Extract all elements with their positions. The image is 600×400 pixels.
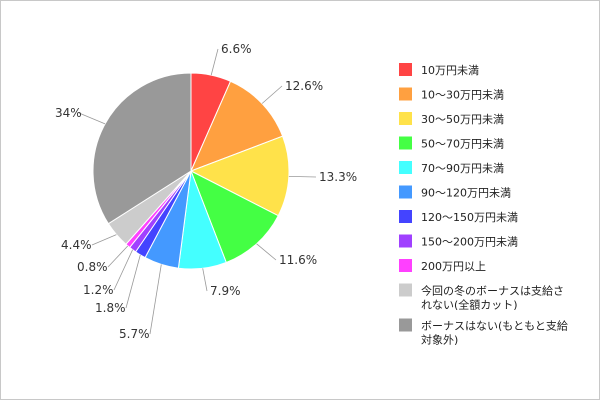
leader-line <box>261 85 283 104</box>
legend-swatch <box>399 136 412 150</box>
legend-label: 10〜30万円未満 <box>421 89 504 102</box>
legend-label: 90〜120万円未満 <box>421 187 511 200</box>
legend-label: れない(全額カット) <box>421 298 518 312</box>
legend-swatch <box>399 112 412 125</box>
leader-line <box>202 268 208 292</box>
legend-label: 50〜70万円未満 <box>421 138 504 151</box>
leader-line <box>78 112 106 125</box>
leader-line <box>113 249 133 291</box>
legend-label: 70〜90万円未満 <box>421 162 504 175</box>
slice-label: 6.6% <box>221 42 252 56</box>
legend-label: 200万円以上 <box>421 260 486 273</box>
pie-slice <box>190 80 284 172</box>
slice-labels: 6.6% 12.6% 13.3% 11.6% 7.9% 5.7% 1.8% 1.2% 0.8% 4… <box>55 42 357 341</box>
slice-label: 11.6% <box>279 253 317 267</box>
slice-label: 1.2% <box>83 283 114 297</box>
leader-line <box>107 245 129 268</box>
legend-swatch <box>399 210 412 223</box>
slice-label: 13.3% <box>319 170 357 184</box>
pie-slices <box>92 72 290 270</box>
slice-label: 7.9% <box>210 284 241 298</box>
leader-line <box>288 176 317 178</box>
legend-swatch <box>399 185 412 199</box>
legend-label: 120〜150万円未満 <box>421 211 518 224</box>
leader-line <box>125 254 141 309</box>
slice-label: 4.4% <box>61 238 92 252</box>
legend-swatch <box>399 234 412 248</box>
legend-swatch <box>399 161 412 174</box>
legend-label: 30〜50万円未満 <box>421 113 504 126</box>
legend-swatch <box>399 283 412 297</box>
legend-swatch <box>399 63 412 76</box>
leader-lines <box>78 48 317 335</box>
slice-label: 12.6% <box>285 79 323 93</box>
leader-line <box>149 264 162 335</box>
legend: 10万円未満 10〜30万円未満 30〜50万円未満 50〜70万円未満 70〜90万円… <box>399 63 568 347</box>
slice-label: 34% <box>55 106 82 120</box>
legend-label: ボーナスはない(もともと支給 <box>421 319 568 333</box>
slice-label: 5.7% <box>119 327 150 341</box>
leader-line <box>210 48 219 76</box>
leader-line <box>91 234 117 246</box>
legend-swatch <box>399 318 412 332</box>
legend-swatch <box>399 87 412 101</box>
slice-label: 1.8% <box>95 301 126 315</box>
legend-label: 150〜200万円未満 <box>421 236 518 249</box>
leader-line <box>256 243 277 261</box>
legend-label: 今回の冬のボーナスは支給さ <box>421 284 564 298</box>
legend-label: 対象外) <box>421 333 458 347</box>
legend-swatch <box>399 259 412 272</box>
pie-slice <box>190 169 279 264</box>
legend-label: 10万円未満 <box>421 64 479 77</box>
slice-label: 0.8% <box>77 260 108 274</box>
pie-slice <box>189 135 290 217</box>
